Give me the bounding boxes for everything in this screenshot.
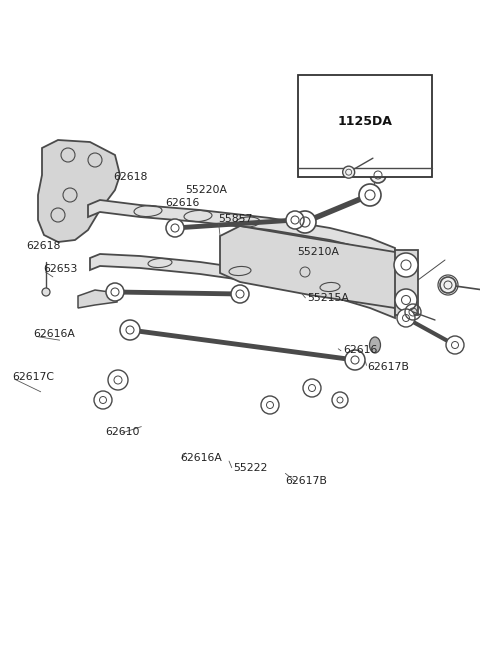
Text: 62610: 62610 — [106, 427, 140, 438]
Bar — [298, 75, 432, 177]
Text: 62616A: 62616A — [180, 453, 222, 464]
Circle shape — [108, 370, 128, 390]
Polygon shape — [38, 140, 120, 242]
Text: 62618: 62618 — [26, 240, 61, 251]
Text: 55215A: 55215A — [307, 293, 349, 303]
Circle shape — [345, 350, 365, 370]
Text: 62617B: 62617B — [367, 362, 409, 372]
Circle shape — [294, 211, 316, 233]
Circle shape — [303, 379, 321, 397]
Circle shape — [286, 211, 304, 229]
Circle shape — [166, 219, 184, 237]
Circle shape — [42, 288, 50, 296]
Circle shape — [397, 309, 415, 327]
Text: 55220A: 55220A — [185, 185, 227, 195]
Circle shape — [440, 277, 456, 293]
Circle shape — [343, 166, 355, 178]
Text: 55210A: 55210A — [298, 247, 340, 257]
Text: 1125DA: 1125DA — [337, 115, 392, 128]
Text: 62616: 62616 — [166, 198, 200, 208]
Circle shape — [231, 285, 249, 303]
Text: 62617C: 62617C — [12, 371, 54, 382]
Text: 62653: 62653 — [43, 263, 78, 274]
Polygon shape — [395, 250, 418, 315]
Polygon shape — [78, 290, 117, 308]
Circle shape — [261, 396, 279, 414]
Circle shape — [94, 391, 112, 409]
Circle shape — [446, 336, 464, 354]
Polygon shape — [220, 226, 410, 308]
Polygon shape — [88, 200, 395, 258]
Circle shape — [120, 320, 140, 340]
Circle shape — [394, 253, 418, 277]
Polygon shape — [90, 254, 395, 318]
Circle shape — [370, 167, 386, 183]
Text: 62617B: 62617B — [286, 476, 327, 487]
Circle shape — [332, 392, 348, 408]
Text: 62616A: 62616A — [34, 329, 75, 339]
Circle shape — [106, 283, 124, 301]
Text: 62616: 62616 — [343, 345, 378, 356]
Text: 55222: 55222 — [233, 463, 267, 474]
Circle shape — [359, 184, 381, 206]
Circle shape — [395, 289, 417, 311]
Text: 55857: 55857 — [218, 214, 253, 225]
Text: 62618: 62618 — [113, 172, 147, 182]
Ellipse shape — [370, 337, 381, 353]
